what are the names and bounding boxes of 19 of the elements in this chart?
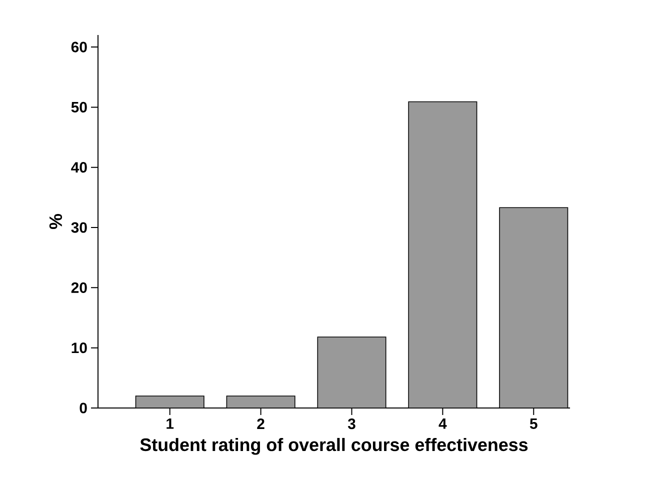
bar — [136, 396, 204, 408]
x-tick-label: 2 — [257, 418, 264, 429]
x-tick-label: 4 — [438, 418, 447, 429]
bar — [499, 207, 568, 408]
y-tick-label: 20 — [71, 282, 87, 293]
y-axis-title: % — [49, 214, 62, 230]
y-tick-label: 0 — [80, 402, 87, 414]
y-tick-label: 30 — [71, 222, 87, 233]
y-tick-label: 50 — [71, 102, 87, 112]
x-tick-label: 3 — [348, 418, 356, 430]
x-axis-title: Student rating of overall course effectiveness — [140, 438, 528, 455]
x-tick-label: 1 — [166, 418, 174, 429]
y-tick-label: 40 — [71, 162, 87, 173]
bar — [226, 396, 295, 408]
bar — [317, 336, 386, 408]
y-tick-label: 60 — [71, 42, 87, 52]
bar — [408, 101, 478, 408]
x-tick-label: 5 — [530, 418, 538, 429]
y-tick-label: 10 — [72, 342, 87, 354]
